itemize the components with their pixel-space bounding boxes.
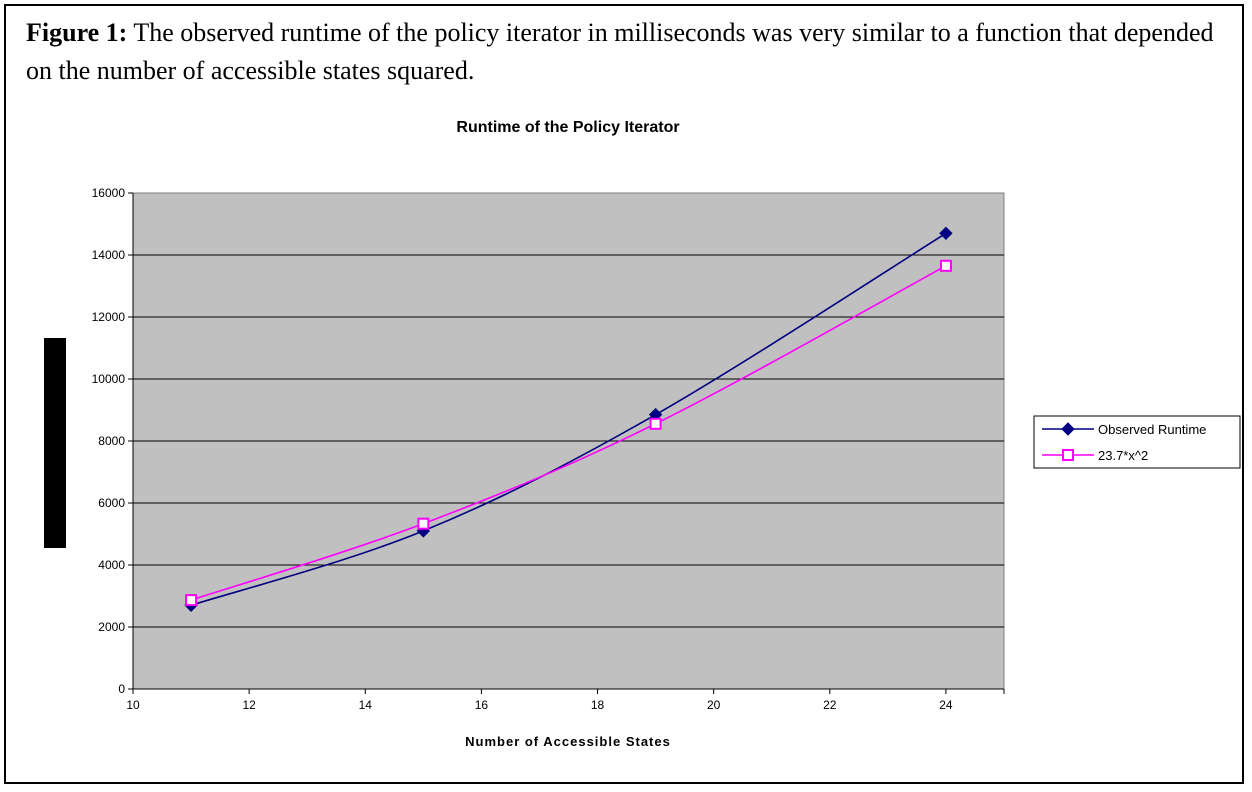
gridlines [133, 254, 1004, 628]
series-0-point-3 [939, 226, 953, 241]
x-tick-label-7: 24 [939, 698, 953, 712]
series-1-point-3 [939, 259, 952, 272]
y-tick-label-3: 6000 [98, 496, 125, 510]
legend-marker-1 [1062, 449, 1074, 461]
series-line-0 [190, 232, 947, 607]
x-tick-label-3: 16 [475, 698, 489, 712]
x-tick-label-4: 18 [591, 698, 605, 712]
y-tick-label-7: 14000 [92, 248, 126, 262]
x-tick-label-1: 12 [242, 698, 256, 712]
figure-label: Figure 1: [26, 18, 128, 47]
legend-label-0: Observed Runtime [1098, 422, 1206, 437]
y-axis-ticks: 0 2000 4000 6000 8000 10000 12000 14000 16000 [92, 186, 133, 696]
legend: Observed Runtime 23.7*x^2 [1033, 415, 1241, 469]
figure-caption: Figure 1: The observed runtime of the po… [26, 14, 1226, 90]
x-tick-label-0: 10 [126, 698, 140, 712]
y-tick-label-2: 4000 [98, 558, 125, 572]
legend-marker-0 [1061, 422, 1075, 436]
y-tick-label-0: 0 [118, 682, 125, 696]
x-tick-label-2: 14 [359, 698, 373, 712]
y-tick-label-8: 16000 [92, 186, 126, 200]
series-group [184, 226, 953, 613]
series-1-point-0 [185, 594, 198, 607]
y-tick-label-6: 12000 [92, 310, 126, 324]
x-axis-ticks: 10 12 14 16 18 20 22 24 [126, 689, 1005, 712]
x-tick-label-5: 20 [707, 698, 721, 712]
y-tick-label-1: 2000 [98, 620, 125, 634]
caption-text: The observed runtime of the policy itera… [26, 18, 1214, 85]
x-tick-label-6: 22 [823, 698, 837, 712]
series-1-point-1 [417, 517, 430, 530]
y-tick-label-5: 10000 [92, 372, 126, 386]
y-axis-label: Runtime (milliseconds) [48, 371, 63, 514]
y-axis-label-background [44, 338, 66, 548]
chart-title: Runtime of the Policy Iterator [456, 119, 679, 136]
series-line-1 [190, 265, 947, 601]
series-1-point-2 [649, 417, 662, 430]
y-tick-label-4: 8000 [98, 434, 125, 448]
x-axis-label: Number of Accessible States [465, 734, 671, 749]
legend-label-1: 23.7*x^2 [1098, 448, 1148, 463]
